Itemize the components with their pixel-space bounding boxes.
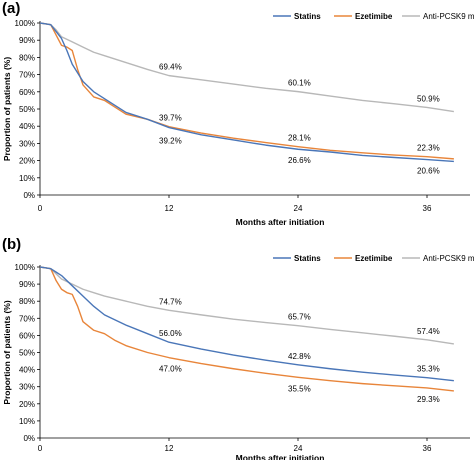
series-line-statins	[39, 22, 454, 163]
y-tick-label: 90%	[19, 280, 35, 289]
x-tick-label: 12	[165, 444, 174, 453]
y-tick-label: 80%	[19, 297, 35, 306]
data-label: 39.7%	[159, 114, 182, 123]
data-label: 60.1%	[288, 79, 311, 88]
legend-label: Ezetimibe	[355, 254, 393, 263]
y-tick-label: 30%	[19, 383, 35, 392]
y-tick-label: 50%	[19, 105, 35, 114]
legend-label: Anti-PCSK9 mAb	[423, 254, 474, 263]
y-tick-label: 10%	[19, 174, 35, 183]
series-line-anti-pcsk9-mab	[39, 266, 454, 345]
panel-label: (a)	[2, 0, 20, 17]
data-label: 74.7%	[159, 297, 182, 306]
y-tick-label: 0%	[23, 191, 35, 200]
data-label: 50.9%	[417, 94, 440, 103]
y-tick-label: 60%	[19, 88, 35, 97]
y-tick-label: 0%	[23, 434, 35, 443]
data-label: 20.6%	[417, 167, 440, 176]
y-tick-label: 20%	[19, 400, 35, 409]
x-tick-label: 0	[38, 444, 43, 453]
x-tick-label: 24	[294, 204, 303, 213]
x-tick-label: 24	[294, 444, 303, 453]
y-tick-label: 100%	[15, 263, 35, 272]
y-tick-label: 70%	[19, 71, 35, 80]
x-tick-label: 0	[38, 204, 43, 213]
series-line-anti-pcsk9-mab	[39, 22, 454, 113]
data-label: 22.3%	[417, 144, 440, 153]
data-label: 56.0%	[159, 329, 182, 338]
data-label: 29.3%	[417, 395, 440, 404]
data-label: 26.6%	[288, 156, 311, 165]
data-label: 28.1%	[288, 134, 311, 143]
legend-label: Ezetimibe	[355, 12, 393, 21]
x-axis-label: Months after initiation	[236, 217, 325, 227]
y-tick-label: 90%	[19, 36, 35, 45]
chart-panel-a: (a) 0% 10% 20% 30% 40% 50% 60% 70% 80% 90% 100% 0 12 2…	[2, 0, 474, 227]
legend-label: Statins	[294, 254, 321, 263]
y-tick-label: 40%	[19, 366, 35, 375]
data-label: 47.0%	[159, 365, 182, 374]
x-tick-label: 12	[165, 204, 174, 213]
data-label: 42.8%	[288, 352, 311, 361]
y-tick-label: 20%	[19, 157, 35, 166]
y-axis-label: Proportion of patients (%)	[2, 300, 12, 405]
legend-label: Anti-PCSK9 mAb	[423, 12, 474, 21]
y-axis-label: Proportion of patients (%)	[2, 57, 12, 162]
y-tick-label: 100%	[15, 19, 35, 28]
data-label: 65.7%	[288, 313, 311, 322]
series-line-ezetimibe	[39, 266, 454, 392]
x-tick-label: 36	[423, 444, 432, 453]
x-axis-label: Months after initiation	[236, 453, 325, 460]
series-line-ezetimibe	[39, 22, 454, 160]
series-line-statins	[39, 266, 454, 382]
y-tick-label: 70%	[19, 314, 35, 323]
panel-label: (b)	[2, 236, 21, 253]
data-label: 57.4%	[417, 327, 440, 336]
y-tick-label: 50%	[19, 349, 35, 358]
y-tick-label: 40%	[19, 122, 35, 131]
y-tick-label: 80%	[19, 53, 35, 62]
data-label: 39.2%	[159, 137, 182, 146]
legend-label: Statins	[294, 12, 321, 21]
data-label: 69.4%	[159, 63, 182, 72]
chart-panel-b: (b) 0% 10% 20% 30% 40% 50% 60% 70% 80% 90% 100% 0 12 2…	[2, 236, 474, 460]
x-tick-label: 36	[423, 204, 432, 213]
y-tick-label: 10%	[19, 417, 35, 426]
data-label: 35.3%	[417, 365, 440, 374]
y-tick-label: 30%	[19, 139, 35, 148]
data-label: 35.5%	[288, 384, 311, 393]
y-tick-label: 60%	[19, 331, 35, 340]
